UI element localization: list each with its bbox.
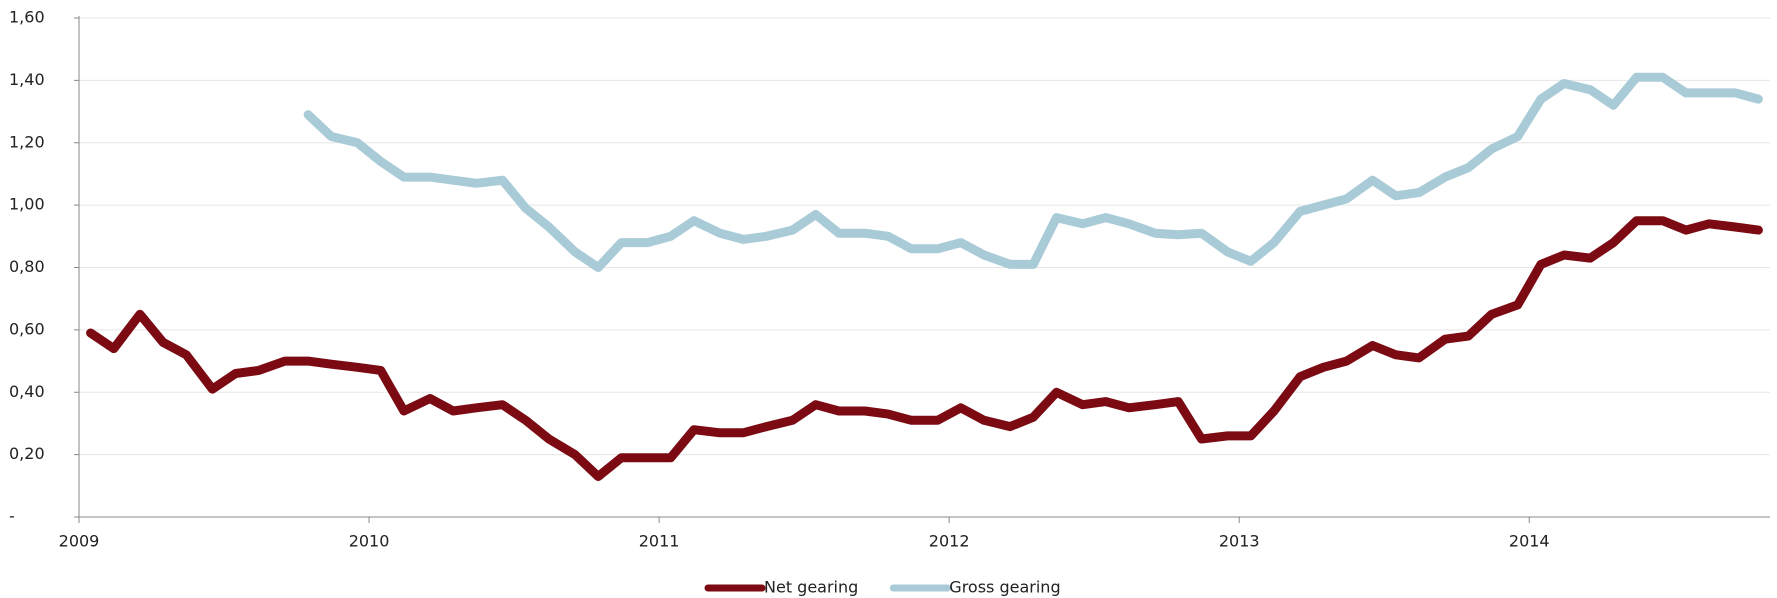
y-tick-label: 0,80: [9, 257, 45, 276]
x-tick-label: 2013: [1219, 532, 1260, 551]
y-tick-label: 1,60: [9, 8, 45, 27]
y-tick-label: 0,60: [9, 319, 45, 338]
x-tick-label: 2010: [349, 532, 390, 551]
x-tick-label: 2012: [929, 532, 970, 551]
line-series: [86, 216, 1763, 481]
y-tick-label: 1,20: [9, 132, 45, 151]
legend-label: Gross gearing: [949, 578, 1060, 597]
y-tick-label: 0,20: [9, 444, 45, 463]
x-tick-label: 2014: [1509, 532, 1550, 551]
legend-label: Net gearing: [764, 578, 858, 597]
y-tick-label: 1,00: [9, 195, 45, 214]
x-tick-label: 2011: [639, 532, 680, 551]
y-tick-label: 0,40: [9, 382, 45, 401]
y-tick-label: -: [9, 507, 15, 526]
y-tick-label: 1,40: [9, 70, 45, 89]
x-tick-label: 2009: [59, 532, 100, 551]
line-series: [303, 72, 1763, 272]
